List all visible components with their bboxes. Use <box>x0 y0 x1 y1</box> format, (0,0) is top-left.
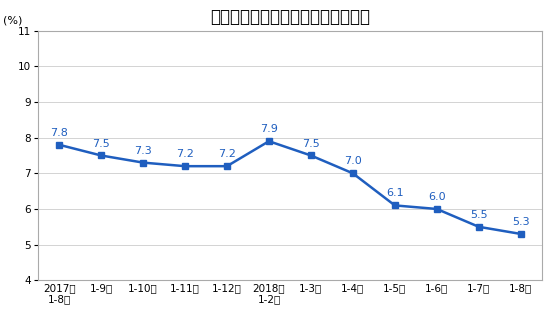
Text: 5.3: 5.3 <box>512 217 530 227</box>
Text: 7.0: 7.0 <box>344 156 362 167</box>
Text: 7.9: 7.9 <box>260 124 278 134</box>
Text: 7.3: 7.3 <box>134 146 152 156</box>
Text: 5.5: 5.5 <box>470 210 487 220</box>
Text: 7.5: 7.5 <box>92 139 110 149</box>
Text: 6.1: 6.1 <box>386 188 404 198</box>
Text: 6.0: 6.0 <box>428 192 446 202</box>
Text: 7.5: 7.5 <box>302 139 320 149</box>
Text: 7.2: 7.2 <box>176 149 194 159</box>
Text: (%): (%) <box>3 16 23 26</box>
Title: 固定资产投资（不含农户）同比增速: 固定资产投资（不含农户）同比增速 <box>210 8 370 26</box>
Text: 7.2: 7.2 <box>218 149 236 159</box>
Text: 7.8: 7.8 <box>50 128 68 138</box>
